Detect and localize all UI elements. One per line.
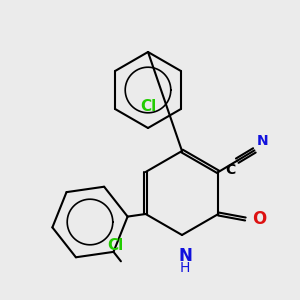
Text: O: O: [252, 210, 267, 228]
Text: N: N: [178, 247, 192, 265]
Text: Cl: Cl: [107, 238, 123, 253]
Text: H: H: [180, 261, 190, 275]
Text: N: N: [256, 134, 268, 148]
Text: C: C: [225, 163, 235, 177]
Text: Cl: Cl: [140, 99, 156, 114]
